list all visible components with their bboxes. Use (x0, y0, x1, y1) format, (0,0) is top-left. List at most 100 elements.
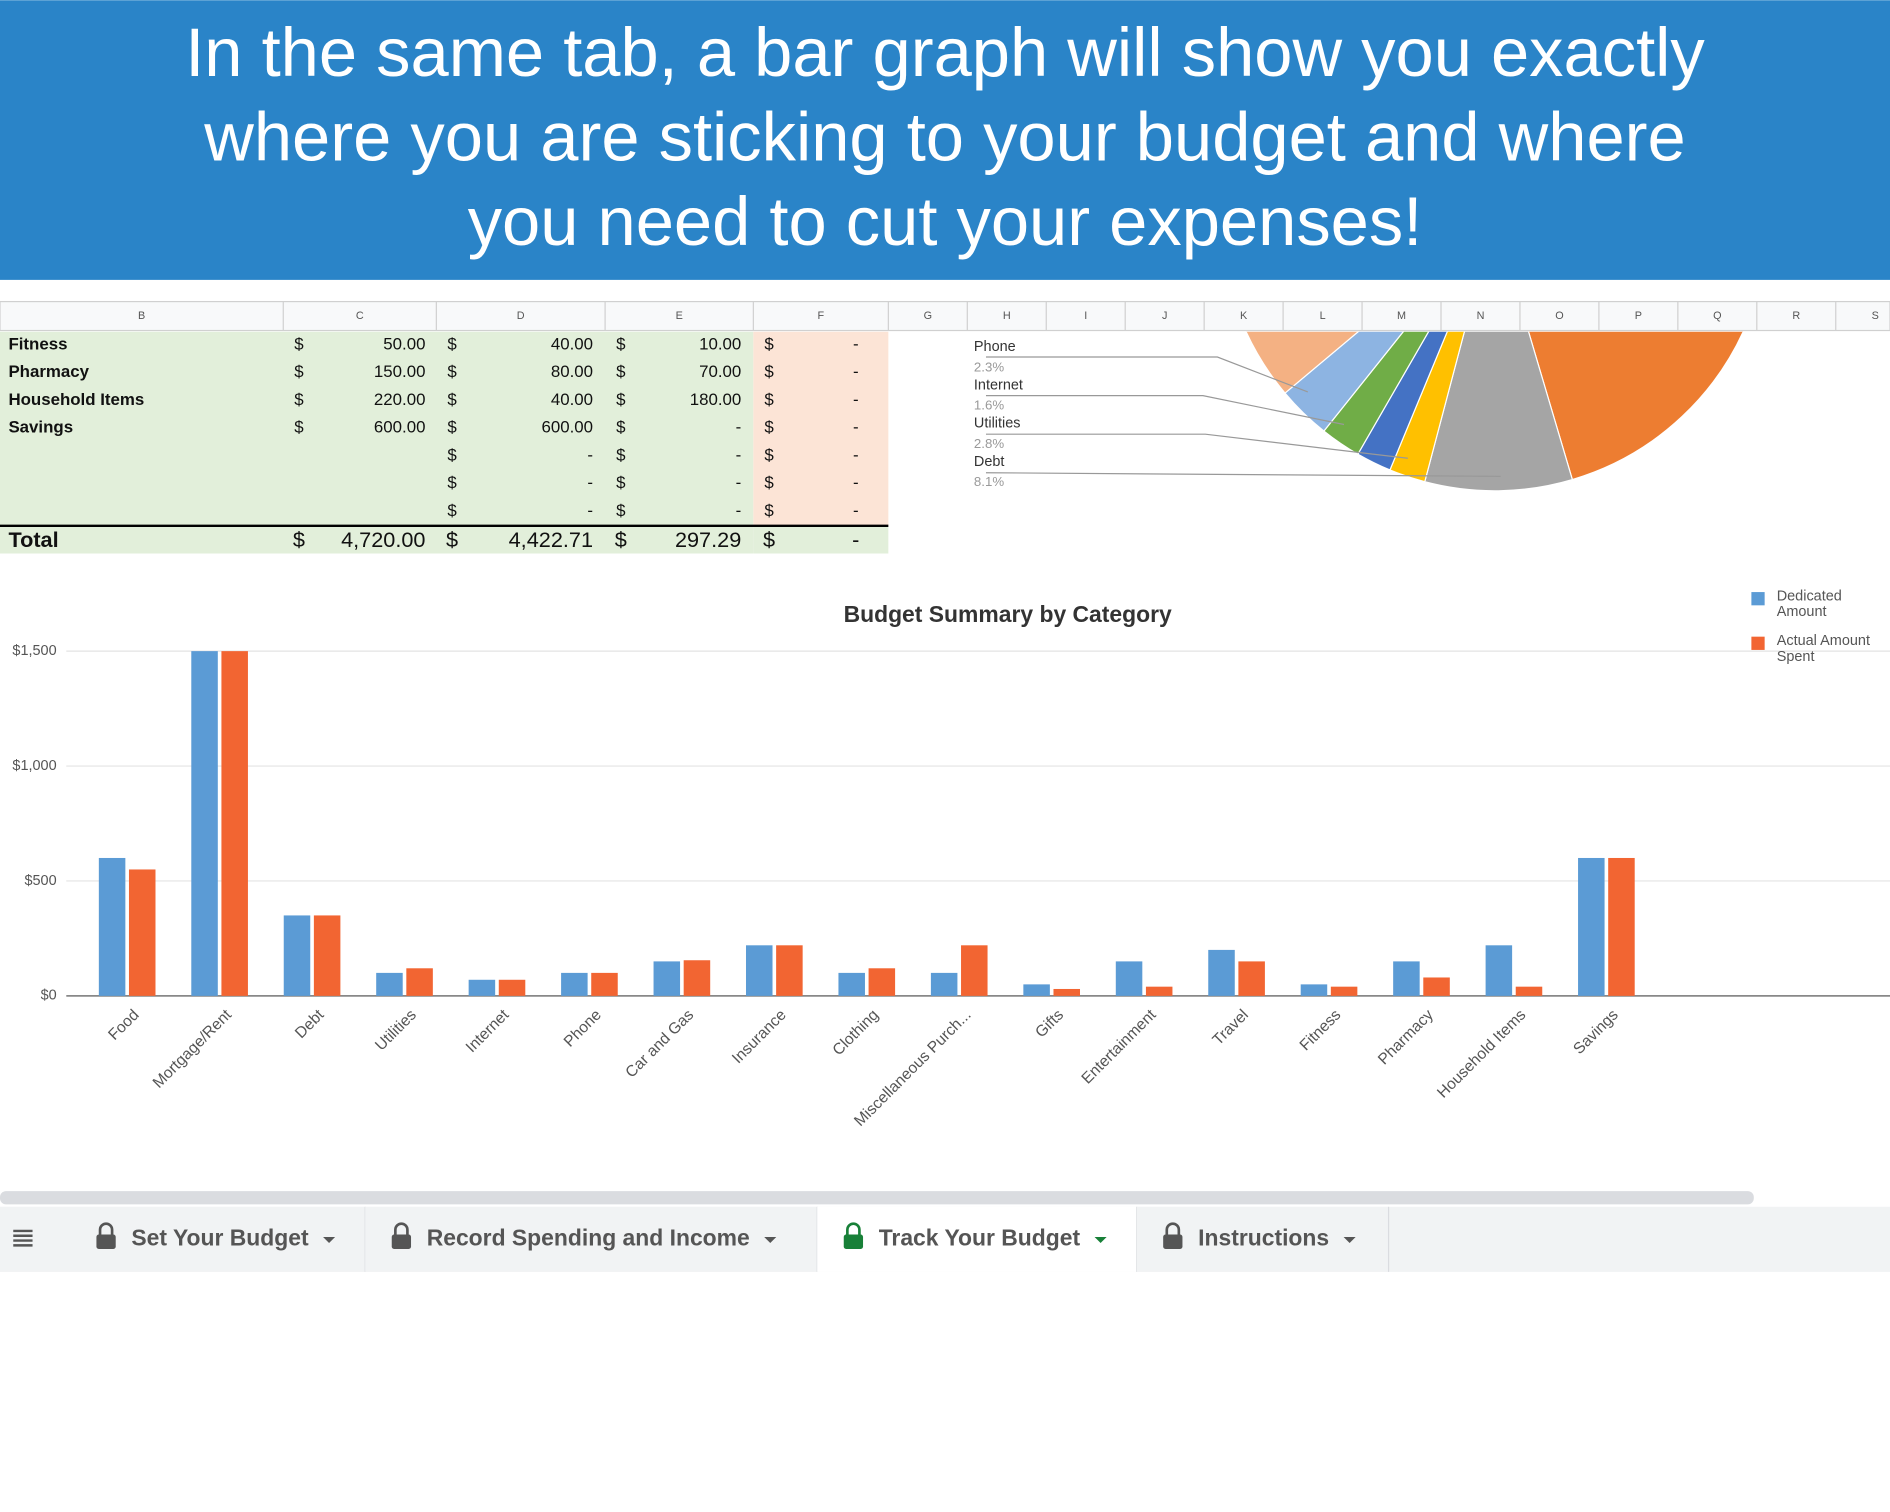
pie-percent: 1.6% (974, 398, 1004, 413)
currency-symbol: $ (616, 473, 626, 492)
column-header: P (1635, 310, 1642, 322)
currency-symbol: $ (616, 362, 626, 381)
column-header: S (1872, 310, 1879, 322)
bar (128, 869, 156, 996)
row-label: Savings (8, 418, 73, 437)
pie-label: Phone (974, 339, 1016, 355)
lock-icon (98, 1222, 114, 1235)
cell-value: 80.00 (551, 362, 593, 381)
bar (591, 972, 618, 996)
y-tick-label: $1,000 (12, 758, 56, 774)
currency-symbol: $ (616, 445, 626, 464)
currency-symbol: $ (447, 362, 457, 381)
bar (406, 968, 433, 996)
pie-percent: 2.8% (974, 436, 1004, 451)
difference-area (753, 331, 889, 526)
legend-swatch (1751, 592, 1765, 606)
cell-value: - (853, 390, 859, 409)
cell-value: - (736, 501, 742, 520)
tab-menu-arrow (323, 1236, 336, 1243)
lock-icon (846, 1222, 861, 1235)
lock-icon (1165, 1222, 1181, 1235)
lock-icon (394, 1222, 409, 1235)
pie-fragment: Phone 2.3% Internet 1.6% Utilities 2.8% Debt 8.… (974, 331, 1744, 492)
cell-value: 4,422.71 (509, 527, 593, 552)
sheet-tab[interactable]: Track Your Budget (817, 1206, 1138, 1272)
row-label: Pharmacy (8, 362, 89, 381)
column-header: O (1555, 310, 1563, 322)
cell-value: 297.29 (675, 527, 741, 552)
bar (313, 915, 341, 996)
all-sheets-button[interactable] (0, 1206, 70, 1272)
currency-symbol: $ (447, 390, 457, 409)
leader-line (985, 472, 1501, 477)
currency-symbol: $ (764, 501, 774, 520)
cell-value: 180.00 (690, 390, 742, 409)
bar (930, 972, 958, 996)
bar (683, 960, 711, 996)
bar (1393, 961, 1420, 996)
bar (498, 979, 526, 996)
pie-percent: 2.3% (974, 359, 1004, 374)
bar (1208, 949, 1235, 996)
tab-label: Track Your Budget (879, 1224, 1081, 1250)
column-header: D (517, 310, 525, 322)
currency-symbol: $ (616, 390, 626, 409)
bar (283, 915, 311, 996)
cell-value: - (853, 473, 859, 492)
sheet-tab[interactable]: Record Spending and Income (365, 1206, 818, 1272)
currency-symbol: $ (446, 527, 458, 552)
leader-line (985, 394, 1345, 426)
column-header: F (818, 310, 825, 322)
cell-value: 10.00 (699, 334, 741, 353)
cell-value: - (736, 473, 742, 492)
banner-line: where you are sticking to your budget an… (203, 99, 1685, 176)
bar (838, 972, 865, 996)
pie-slice (1245, 331, 1360, 394)
currency-symbol: $ (764, 390, 774, 409)
scrollbar[interactable] (0, 1191, 1754, 1205)
tab-background (817, 1206, 1137, 1272)
sheet-tab[interactable]: Instructions (1136, 1206, 1390, 1272)
chart-title: Budget Summary by Category (844, 601, 1172, 627)
lock-icon-body (1163, 1234, 1183, 1249)
currency-symbol: $ (447, 334, 457, 353)
cell-value: - (853, 362, 859, 381)
pie-slice (1527, 331, 1744, 481)
currency-symbol: $ (616, 501, 626, 520)
y-tick-label: $0 (41, 988, 57, 1004)
currency-symbol: $ (616, 418, 626, 437)
lock-icon-body (843, 1234, 864, 1249)
cell-value: - (852, 527, 859, 552)
sheet-tab[interactable]: Set Your Budget (69, 1206, 366, 1272)
pie-slices (1245, 331, 1744, 492)
bar (1578, 857, 1605, 996)
tab-label: Set Your Budget (131, 1224, 309, 1250)
currency-symbol: $ (764, 473, 774, 492)
bar (1145, 986, 1173, 996)
bar (745, 945, 773, 996)
currency-symbol: $ (447, 501, 457, 520)
currency-symbol: $ (763, 527, 775, 552)
bar (376, 972, 403, 996)
row-label: Fitness (8, 334, 67, 353)
leader-line (985, 433, 1408, 459)
bar (221, 651, 248, 996)
lock-icon-body (96, 1234, 116, 1249)
column-header: M (1397, 310, 1406, 322)
bar (1485, 945, 1513, 996)
cell-value: - (853, 418, 859, 437)
column-header: C (356, 310, 364, 322)
y-tick-label: $1,500 (12, 643, 56, 659)
pie-percent: 8.1% (974, 474, 1004, 489)
column-header-bar (0, 300, 1890, 332)
cell-value: 150.00 (374, 362, 426, 381)
pie-label: Utilities (974, 416, 1021, 432)
cell-value: - (587, 445, 593, 464)
currency-symbol: $ (294, 390, 304, 409)
column-header: R (1792, 310, 1800, 322)
column-header: G (924, 310, 932, 322)
cell-value: 70.00 (699, 362, 741, 381)
